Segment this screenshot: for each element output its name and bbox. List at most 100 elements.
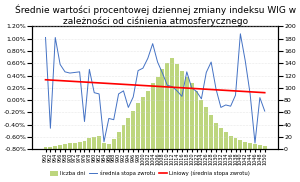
średnia stopa zwrotu — [151, 43, 154, 45]
średnia stopa zwrotu — [166, 84, 169, 86]
średnia stopa zwrotu — [190, 87, 194, 89]
Bar — [141, 97, 145, 149]
średnia stopa zwrotu — [88, 68, 91, 70]
Bar — [117, 132, 121, 149]
średnia stopa zwrotu — [141, 67, 145, 69]
Line: Liniowy (średnia stopa zwrotu): Liniowy (średnia stopa zwrotu) — [46, 80, 265, 93]
Bar — [258, 145, 262, 149]
średnia stopa zwrotu — [112, 119, 116, 121]
Bar — [165, 63, 169, 149]
Liniowy (średnia stopa zwrotu) — [68, 80, 72, 82]
średnia stopa zwrotu — [146, 57, 150, 60]
Liniowy (średnia stopa zwrotu) — [78, 81, 81, 83]
Bar — [73, 143, 77, 149]
Liniowy (średnia stopa zwrotu) — [112, 83, 116, 85]
Line: średnia stopa zwrotu: średnia stopa zwrotu — [46, 34, 265, 143]
średnia stopa zwrotu — [107, 117, 111, 120]
Liniowy (średnia stopa zwrotu) — [205, 88, 208, 90]
średnia stopa zwrotu — [97, 93, 101, 95]
Bar — [92, 137, 96, 149]
średnia stopa zwrotu — [131, 96, 135, 98]
Bar — [229, 136, 232, 149]
średnia stopa zwrotu — [195, 90, 198, 93]
Liniowy (średnia stopa zwrotu) — [229, 90, 232, 92]
średnia stopa zwrotu — [127, 106, 130, 108]
Bar — [136, 103, 140, 149]
Bar — [214, 123, 218, 149]
Bar — [238, 140, 242, 149]
Liniowy (średnia stopa zwrotu) — [200, 88, 203, 90]
Liniowy (średnia stopa zwrotu) — [107, 82, 111, 85]
Bar — [63, 144, 67, 149]
Liniowy (średnia stopa zwrotu) — [160, 86, 164, 88]
Liniowy (średnia stopa zwrotu) — [195, 88, 198, 90]
Legend: liczba dni, średnia stopa zwrotu, Liniowy (średnia stopa zwrotu): liczba dni, średnia stopa zwrotu, Liniow… — [48, 169, 252, 179]
Bar — [190, 83, 194, 149]
średnia stopa zwrotu — [258, 96, 262, 99]
Bar — [200, 100, 203, 149]
średnia stopa zwrotu — [53, 36, 57, 39]
średnia stopa zwrotu — [205, 71, 208, 74]
Bar — [175, 64, 179, 149]
średnia stopa zwrotu — [49, 127, 52, 129]
średnia stopa zwrotu — [117, 93, 120, 95]
Bar — [78, 142, 82, 149]
Liniowy (średnia stopa zwrotu) — [170, 86, 174, 88]
Liniowy (średnia stopa zwrotu) — [258, 91, 262, 94]
Liniowy (średnia stopa zwrotu) — [253, 91, 257, 93]
średnia stopa zwrotu — [209, 61, 213, 63]
średnia stopa zwrotu — [83, 120, 86, 123]
Liniowy (średnia stopa zwrotu) — [214, 89, 218, 91]
Liniowy (średnia stopa zwrotu) — [190, 87, 194, 90]
Bar — [107, 144, 111, 149]
Liniowy (średnia stopa zwrotu) — [44, 79, 47, 81]
Liniowy (średnia stopa zwrotu) — [146, 85, 150, 87]
średnia stopa zwrotu — [219, 106, 223, 108]
średnia stopa zwrotu — [58, 63, 62, 66]
Bar — [146, 91, 150, 149]
średnia stopa zwrotu — [44, 36, 47, 39]
Bar — [97, 136, 101, 149]
średnia stopa zwrotu — [102, 141, 106, 143]
średnia stopa zwrotu — [156, 61, 159, 63]
Bar — [248, 143, 252, 149]
średnia stopa zwrotu — [73, 71, 76, 74]
Liniowy (średnia stopa zwrotu) — [263, 92, 266, 94]
Liniowy (średnia stopa zwrotu) — [156, 85, 159, 87]
Bar — [263, 146, 267, 149]
Liniowy (średnia stopa zwrotu) — [97, 82, 101, 84]
Bar — [112, 139, 116, 149]
Bar — [253, 144, 257, 149]
Liniowy (średnia stopa zwrotu) — [243, 90, 247, 93]
średnia stopa zwrotu — [68, 72, 72, 74]
średnia stopa zwrotu — [200, 98, 203, 100]
Bar — [122, 125, 125, 149]
Liniowy (średnia stopa zwrotu) — [248, 91, 252, 93]
Liniowy (średnia stopa zwrotu) — [102, 82, 106, 84]
Bar — [185, 77, 189, 149]
Liniowy (średnia stopa zwrotu) — [58, 80, 62, 82]
Liniowy (średnia stopa zwrotu) — [49, 79, 52, 81]
Bar — [44, 147, 47, 149]
Liniowy (średnia stopa zwrotu) — [219, 89, 223, 91]
Liniowy (średnia stopa zwrotu) — [151, 85, 154, 87]
Bar — [195, 91, 199, 149]
Bar — [170, 58, 174, 149]
średnia stopa zwrotu — [92, 92, 96, 94]
średnia stopa zwrotu — [253, 142, 257, 144]
Liniowy (średnia stopa zwrotu) — [224, 89, 228, 92]
Liniowy (średnia stopa zwrotu) — [63, 80, 67, 82]
Liniowy (średnia stopa zwrotu) — [122, 83, 125, 85]
Liniowy (średnia stopa zwrotu) — [238, 90, 242, 92]
średnia stopa zwrotu — [229, 105, 232, 107]
Bar — [160, 69, 164, 149]
średnia stopa zwrotu — [243, 60, 247, 62]
średnia stopa zwrotu — [122, 90, 125, 92]
Bar — [102, 143, 106, 149]
Liniowy (średnia stopa zwrotu) — [88, 81, 91, 83]
Liniowy (średnia stopa zwrotu) — [185, 87, 189, 89]
Liniowy (średnia stopa zwrotu) — [83, 81, 86, 83]
średnia stopa zwrotu — [175, 90, 179, 92]
średnia stopa zwrotu — [185, 71, 189, 73]
Bar — [82, 141, 86, 149]
